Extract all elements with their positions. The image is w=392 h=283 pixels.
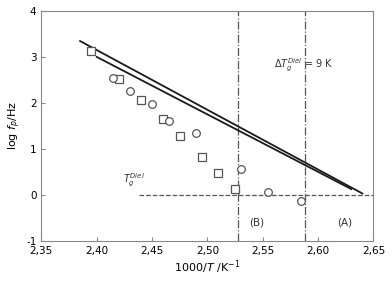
Text: (B): (B) bbox=[249, 217, 265, 228]
Text: (A): (A) bbox=[337, 217, 352, 228]
Y-axis label: log $f_p$/Hz: log $f_p$/Hz bbox=[7, 101, 24, 150]
Text: $\Delta T_g^{Diel}$ = 9 K: $\Delta T_g^{Diel}$ = 9 K bbox=[274, 57, 333, 74]
Text: $T_g^{Diel}$: $T_g^{Diel}$ bbox=[123, 172, 145, 189]
X-axis label: 1000/$T$ /K$^{-1}$: 1000/$T$ /K$^{-1}$ bbox=[174, 258, 241, 276]
